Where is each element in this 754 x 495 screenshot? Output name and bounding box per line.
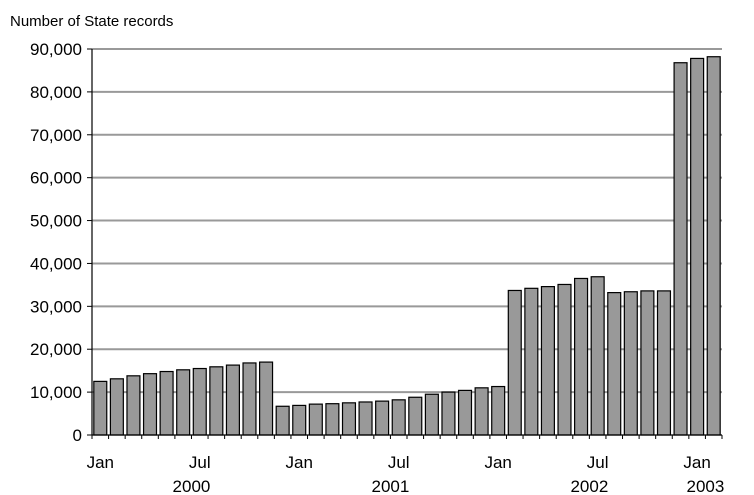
bar [590,276,605,436]
y-tick-labels: 0 10,000 20,000 30,000 40,000 50,000 60,000 70,… [30,40,82,445]
bar [623,291,638,436]
grid [92,48,722,394]
bar [192,367,207,436]
x-tick-label: Jan [683,453,710,472]
y-tick-label: 60,000 [30,169,82,188]
bar [341,402,357,436]
bar [457,389,473,436]
bar [242,362,257,436]
x-tick-label: Jan [87,453,114,472]
bar [656,290,672,436]
bar [275,405,290,436]
x-tick-label: Jul [587,453,609,472]
bar [159,370,174,436]
y-tick-label: 30,000 [30,297,82,316]
x-tick-label: Jul [388,453,410,472]
bar [408,396,423,436]
bar [424,393,439,436]
bar [491,385,506,436]
bar [640,290,655,436]
bar [474,387,489,436]
y-tick-label: 40,000 [30,254,82,273]
bar [358,401,373,436]
bar [557,283,572,436]
year-label: 2002 [570,477,608,495]
y-tick-label: 10,000 [30,383,82,402]
bar [706,56,721,436]
bar [391,399,406,436]
y-tick-label: 70,000 [30,126,82,145]
axes [87,48,723,439]
year-labels: 2000 2001 2002 2003 [173,477,725,495]
year-label: 2000 [173,477,211,495]
bar [607,292,622,436]
bar [225,364,240,436]
y-tick-label: 80,000 [30,83,82,102]
bar [325,403,340,436]
bar [507,289,522,436]
bar [176,369,191,436]
bar [574,277,589,436]
bar [209,366,224,436]
x-tick-label: Jan [484,453,511,472]
y-tick-label: 20,000 [30,340,82,359]
bars [93,56,721,436]
x-tick-label: Jul [189,453,211,472]
y-axis-title: Number of State records [10,13,173,30]
bar [292,404,307,436]
bar [690,57,705,436]
y-tick-label: 0 [73,426,82,445]
bar [142,373,158,436]
bar [126,375,141,436]
bar [524,287,539,436]
bar [441,391,456,436]
bar [259,361,274,436]
y-tick-label: 50,000 [30,212,82,231]
x-tick-label: Jan [286,453,313,472]
bar [308,403,323,436]
y-tick-label: 90,000 [30,40,82,59]
x-tick-labels: Jan Jul Jan Jul Jan Jul Jan [87,453,711,472]
bar [109,378,124,436]
bar [673,62,688,436]
bar [540,286,555,436]
year-label: 2001 [372,477,410,495]
bar [375,400,390,436]
year-label: 2003 [687,477,725,495]
bar [93,380,108,436]
